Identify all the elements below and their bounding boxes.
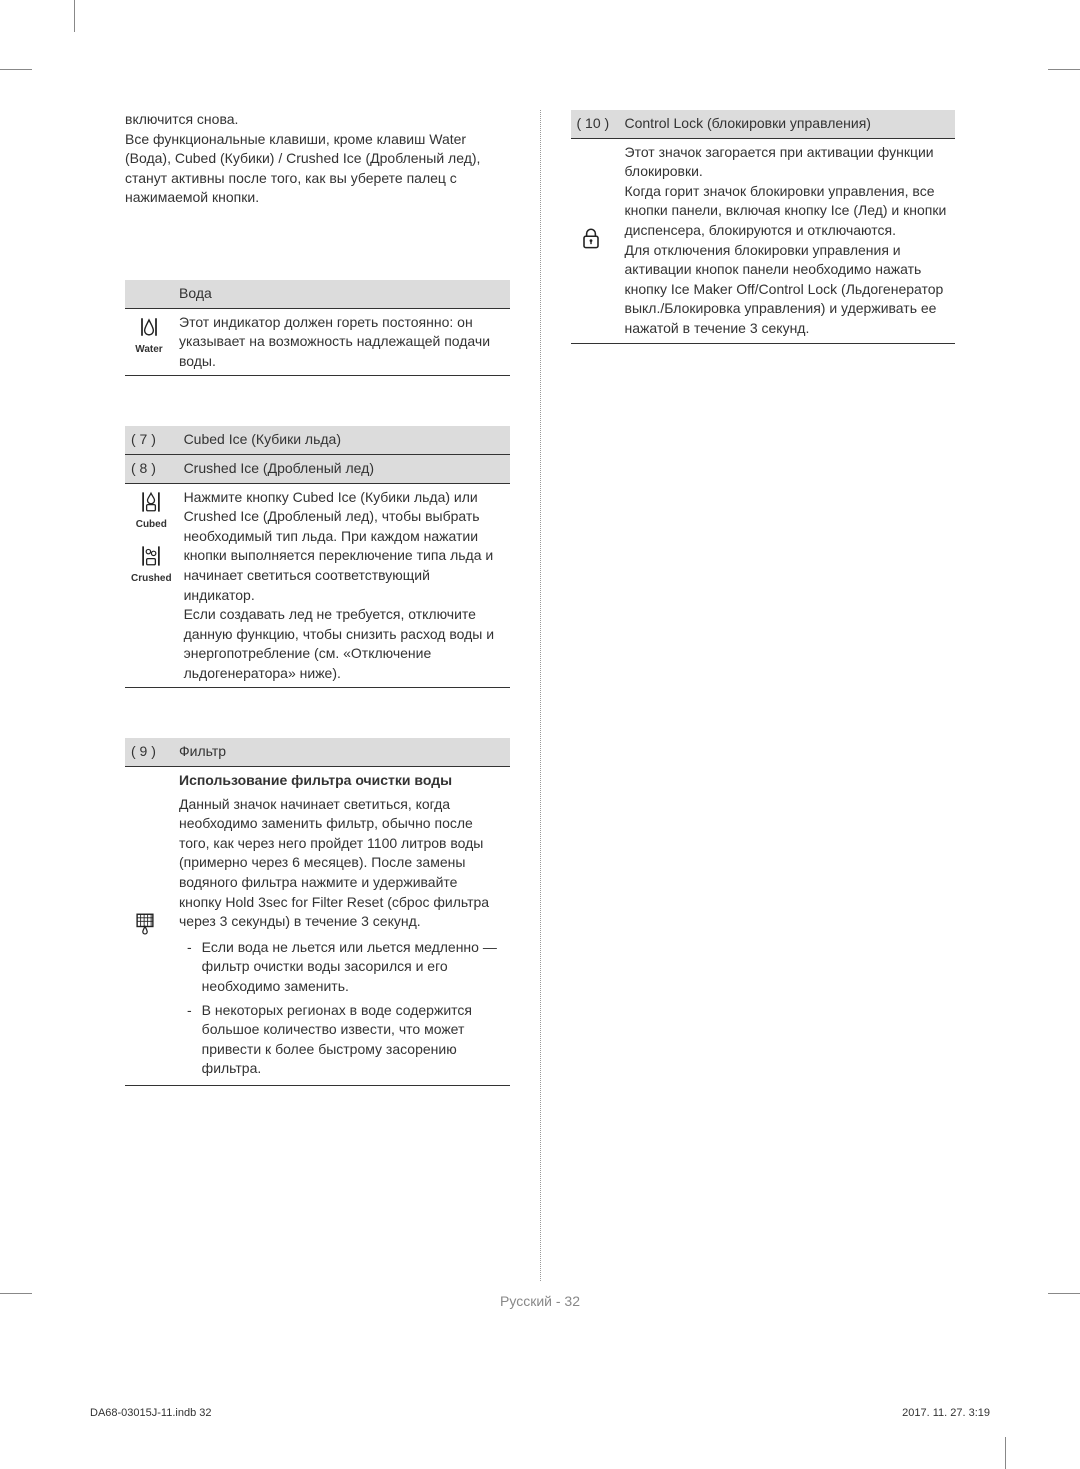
filter-num: ( 9 ) xyxy=(125,738,173,766)
water-body-row: Water Этот индикатор должен гореть посто… xyxy=(125,308,510,376)
page-content: включится снова.Все функциональные клави… xyxy=(125,110,955,1309)
lock-body-text: Этот значок загорается при активации фун… xyxy=(619,138,956,343)
intro-paragraph: включится снова.Все функциональные клави… xyxy=(125,110,510,208)
column-divider xyxy=(540,110,541,1281)
cubed-ice-icon xyxy=(137,488,165,516)
page-number: Русский - 32 xyxy=(125,1293,955,1309)
lock-header-row: ( 10 ) Control Lock (блокировки управлен… xyxy=(571,110,956,138)
filter-bullet-text: В некоторых регионах в воде содержится б… xyxy=(202,1001,504,1079)
lock-title: Control Lock (блокировки управления) xyxy=(619,110,956,138)
filter-bullets: -Если вода не льется или льется медленно… xyxy=(179,936,504,1081)
ice-icon-cell: Cubed Crushed xyxy=(125,483,178,688)
water-drop-icon xyxy=(135,313,163,341)
filter-header-row: ( 9 ) Фильтр xyxy=(125,738,510,766)
doc-id: DA68-03015J-11.indb 32 xyxy=(90,1407,212,1419)
ice-row8-num: ( 8 ) xyxy=(125,454,178,483)
ice-row7-num: ( 7 ) xyxy=(125,426,178,454)
lock-num: ( 10 ) xyxy=(571,110,619,138)
water-title: Вода xyxy=(173,280,510,308)
lock-icon xyxy=(577,224,605,252)
filter-bullet: -В некоторых регионах в воде содержится … xyxy=(179,999,504,1081)
ice-row7-title: Cubed Ice (Кубики льда) xyxy=(178,426,510,454)
ice-body-text: Нажмите кнопку Cubed Ice (Кубики льда) и… xyxy=(178,483,510,688)
left-column: включится снова.Все функциональные клави… xyxy=(125,110,510,1281)
two-column-layout: включится снова.Все функциональные клави… xyxy=(125,110,955,1281)
ice-header-row-7: ( 7 ) Cubed Ice (Кубики льда) xyxy=(125,426,510,454)
water-icon-label: Water xyxy=(135,343,162,357)
filter-bullet: -Если вода не льется или льется медленно… xyxy=(179,936,504,999)
water-header-blank xyxy=(125,280,173,308)
water-header-row: Вода xyxy=(125,280,510,308)
cubed-icon-label: Cubed xyxy=(136,518,167,532)
filter-body-text: Данный значок начинает светиться, когда … xyxy=(179,795,504,932)
water-body-text: Этот индикатор должен гореть постоянно: … xyxy=(173,308,510,376)
water-icon-cell: Water xyxy=(125,308,173,376)
filter-icon-cell xyxy=(125,767,173,1086)
ice-header-row-8: ( 8 ) Crushed Ice (Дробленый лед) xyxy=(125,454,510,483)
water-section: Вода Water Этот индикатор должен гореть … xyxy=(125,280,510,376)
filter-title: Фильтр xyxy=(173,738,510,766)
ice-body-row: Cubed Crushed Нажмите кнопку xyxy=(125,483,510,688)
right-column: ( 10 ) Control Lock (блокировки управлен… xyxy=(571,110,956,1281)
filter-body-cell: Использование фильтра очистки воды Данны… xyxy=(173,767,510,1086)
crushed-ice-icon xyxy=(137,542,165,570)
lock-section: ( 10 ) Control Lock (блокировки управлен… xyxy=(571,110,956,344)
print-meta-footer: DA68-03015J-11.indb 32 2017. 11. 27. 3:1… xyxy=(90,1407,990,1419)
ice-row8-title: Crushed Ice (Дробленый лед) xyxy=(178,454,510,483)
filter-section: ( 9 ) Фильтр Использование фильтра очист… xyxy=(125,738,510,1086)
filter-subhead: Использование фильтра очистки воды xyxy=(179,771,504,791)
crushed-icon-label: Crushed xyxy=(131,572,172,586)
lock-icon-cell xyxy=(571,138,619,343)
filter-bullet-text: Если вода не льется или льется медленно … xyxy=(202,938,504,997)
filter-icon xyxy=(131,909,159,937)
print-timestamp: 2017. 11. 27. 3:19 xyxy=(902,1407,990,1419)
lock-body-row: Этот значок загорается при активации фун… xyxy=(571,138,956,343)
ice-section: ( 7 ) Cubed Ice (Кубики льда) ( 8 ) Crus… xyxy=(125,426,510,688)
filter-body-row: Использование фильтра очистки воды Данны… xyxy=(125,767,510,1086)
